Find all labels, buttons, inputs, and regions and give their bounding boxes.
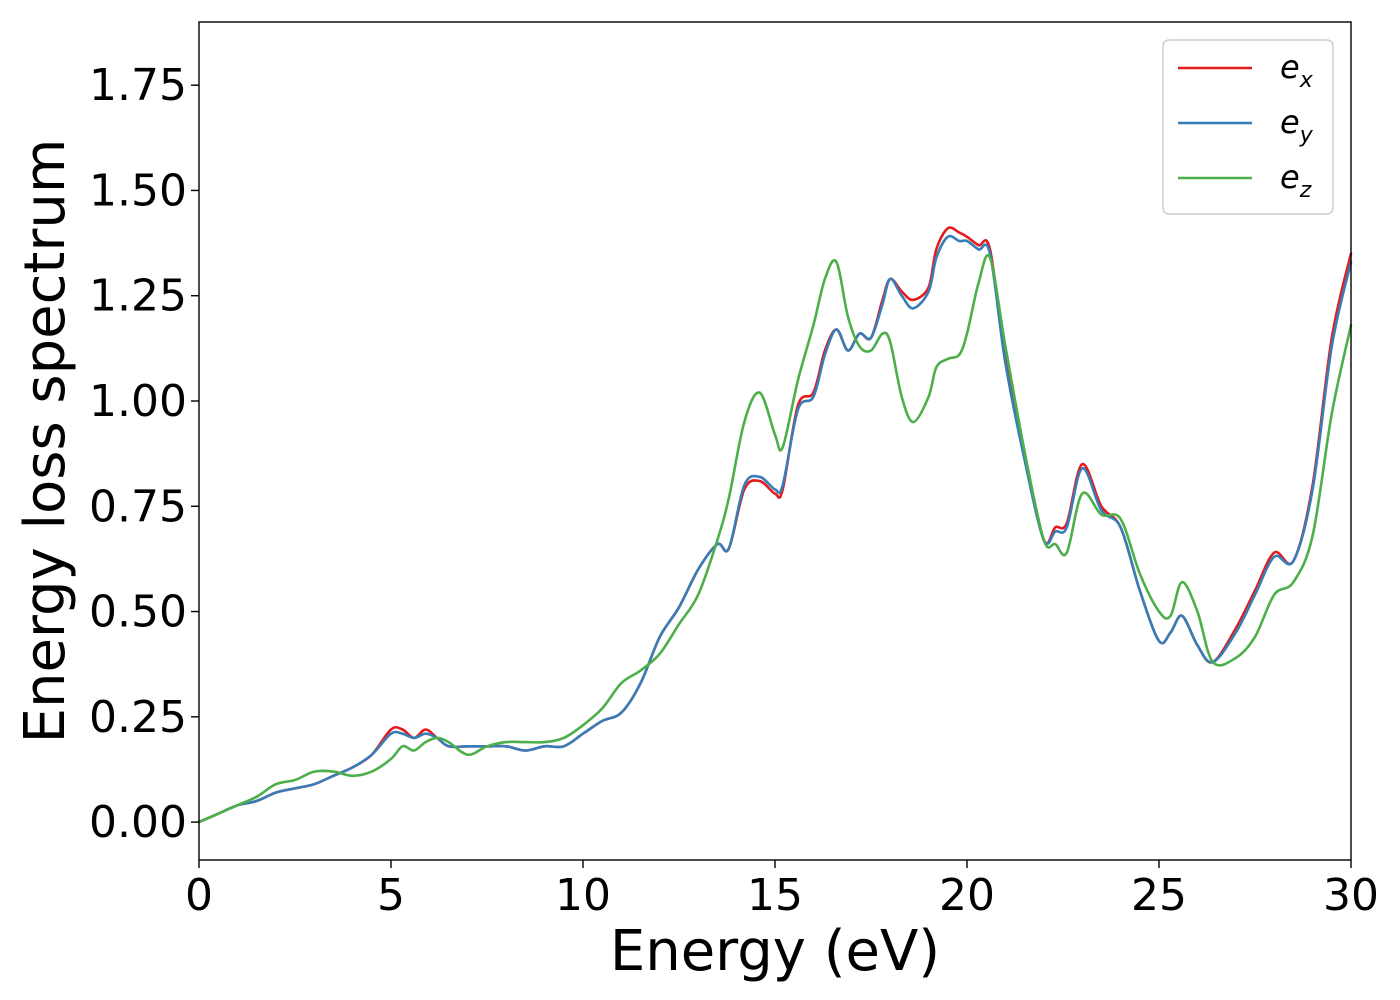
legend-label-x: ex bbox=[1280, 48, 1314, 93]
y-axis-title: Energy loss spectrum bbox=[13, 139, 78, 744]
plot-area-frame bbox=[198, 21, 1352, 861]
legend-label-subscript: y bbox=[1299, 123, 1314, 148]
x-tick-label: 25 bbox=[1131, 870, 1187, 921]
y-tick-label: 0.50 bbox=[89, 587, 187, 638]
legend-label-base: e bbox=[1280, 48, 1300, 86]
y-tick-label: 1.75 bbox=[89, 60, 187, 111]
x-tick-label: 0 bbox=[185, 870, 213, 921]
legend-label-base: e bbox=[1280, 158, 1300, 196]
x-tick-label: 10 bbox=[555, 870, 611, 921]
legend-label-base: e bbox=[1280, 103, 1300, 141]
legend-label-subscript: z bbox=[1299, 178, 1312, 203]
y-tick-label: 1.00 bbox=[89, 376, 187, 427]
series-line-y bbox=[197, 234, 1353, 824]
x-tick-label: 30 bbox=[1323, 870, 1379, 921]
series-line-z bbox=[197, 254, 1353, 824]
y-tick-label: 0.25 bbox=[89, 692, 187, 743]
x-tick-label: 15 bbox=[747, 870, 803, 921]
y-tick-label: 1.50 bbox=[89, 165, 187, 216]
legend-label-y: ey bbox=[1280, 103, 1314, 148]
x-tick-label: 20 bbox=[939, 870, 995, 921]
legend-label-z: ez bbox=[1280, 158, 1312, 203]
legend-label-subscript: x bbox=[1299, 68, 1314, 93]
plot-series bbox=[197, 226, 1353, 824]
y-tick-label: 1.25 bbox=[89, 271, 187, 322]
y-tick-label: 0.00 bbox=[89, 797, 187, 848]
x-axis-title: Energy (eV) bbox=[610, 919, 940, 984]
x-axis-ticks: 0 5 10 15 20 25 30 bbox=[185, 860, 1379, 921]
legend-box bbox=[1162, 39, 1334, 215]
y-tick-label: 0.75 bbox=[89, 481, 187, 532]
y-axis-ticks: 0.00 0.25 0.50 0.75 1.00 1.25 1.50 1.75 bbox=[89, 60, 199, 848]
x-tick-label: 5 bbox=[377, 870, 405, 921]
